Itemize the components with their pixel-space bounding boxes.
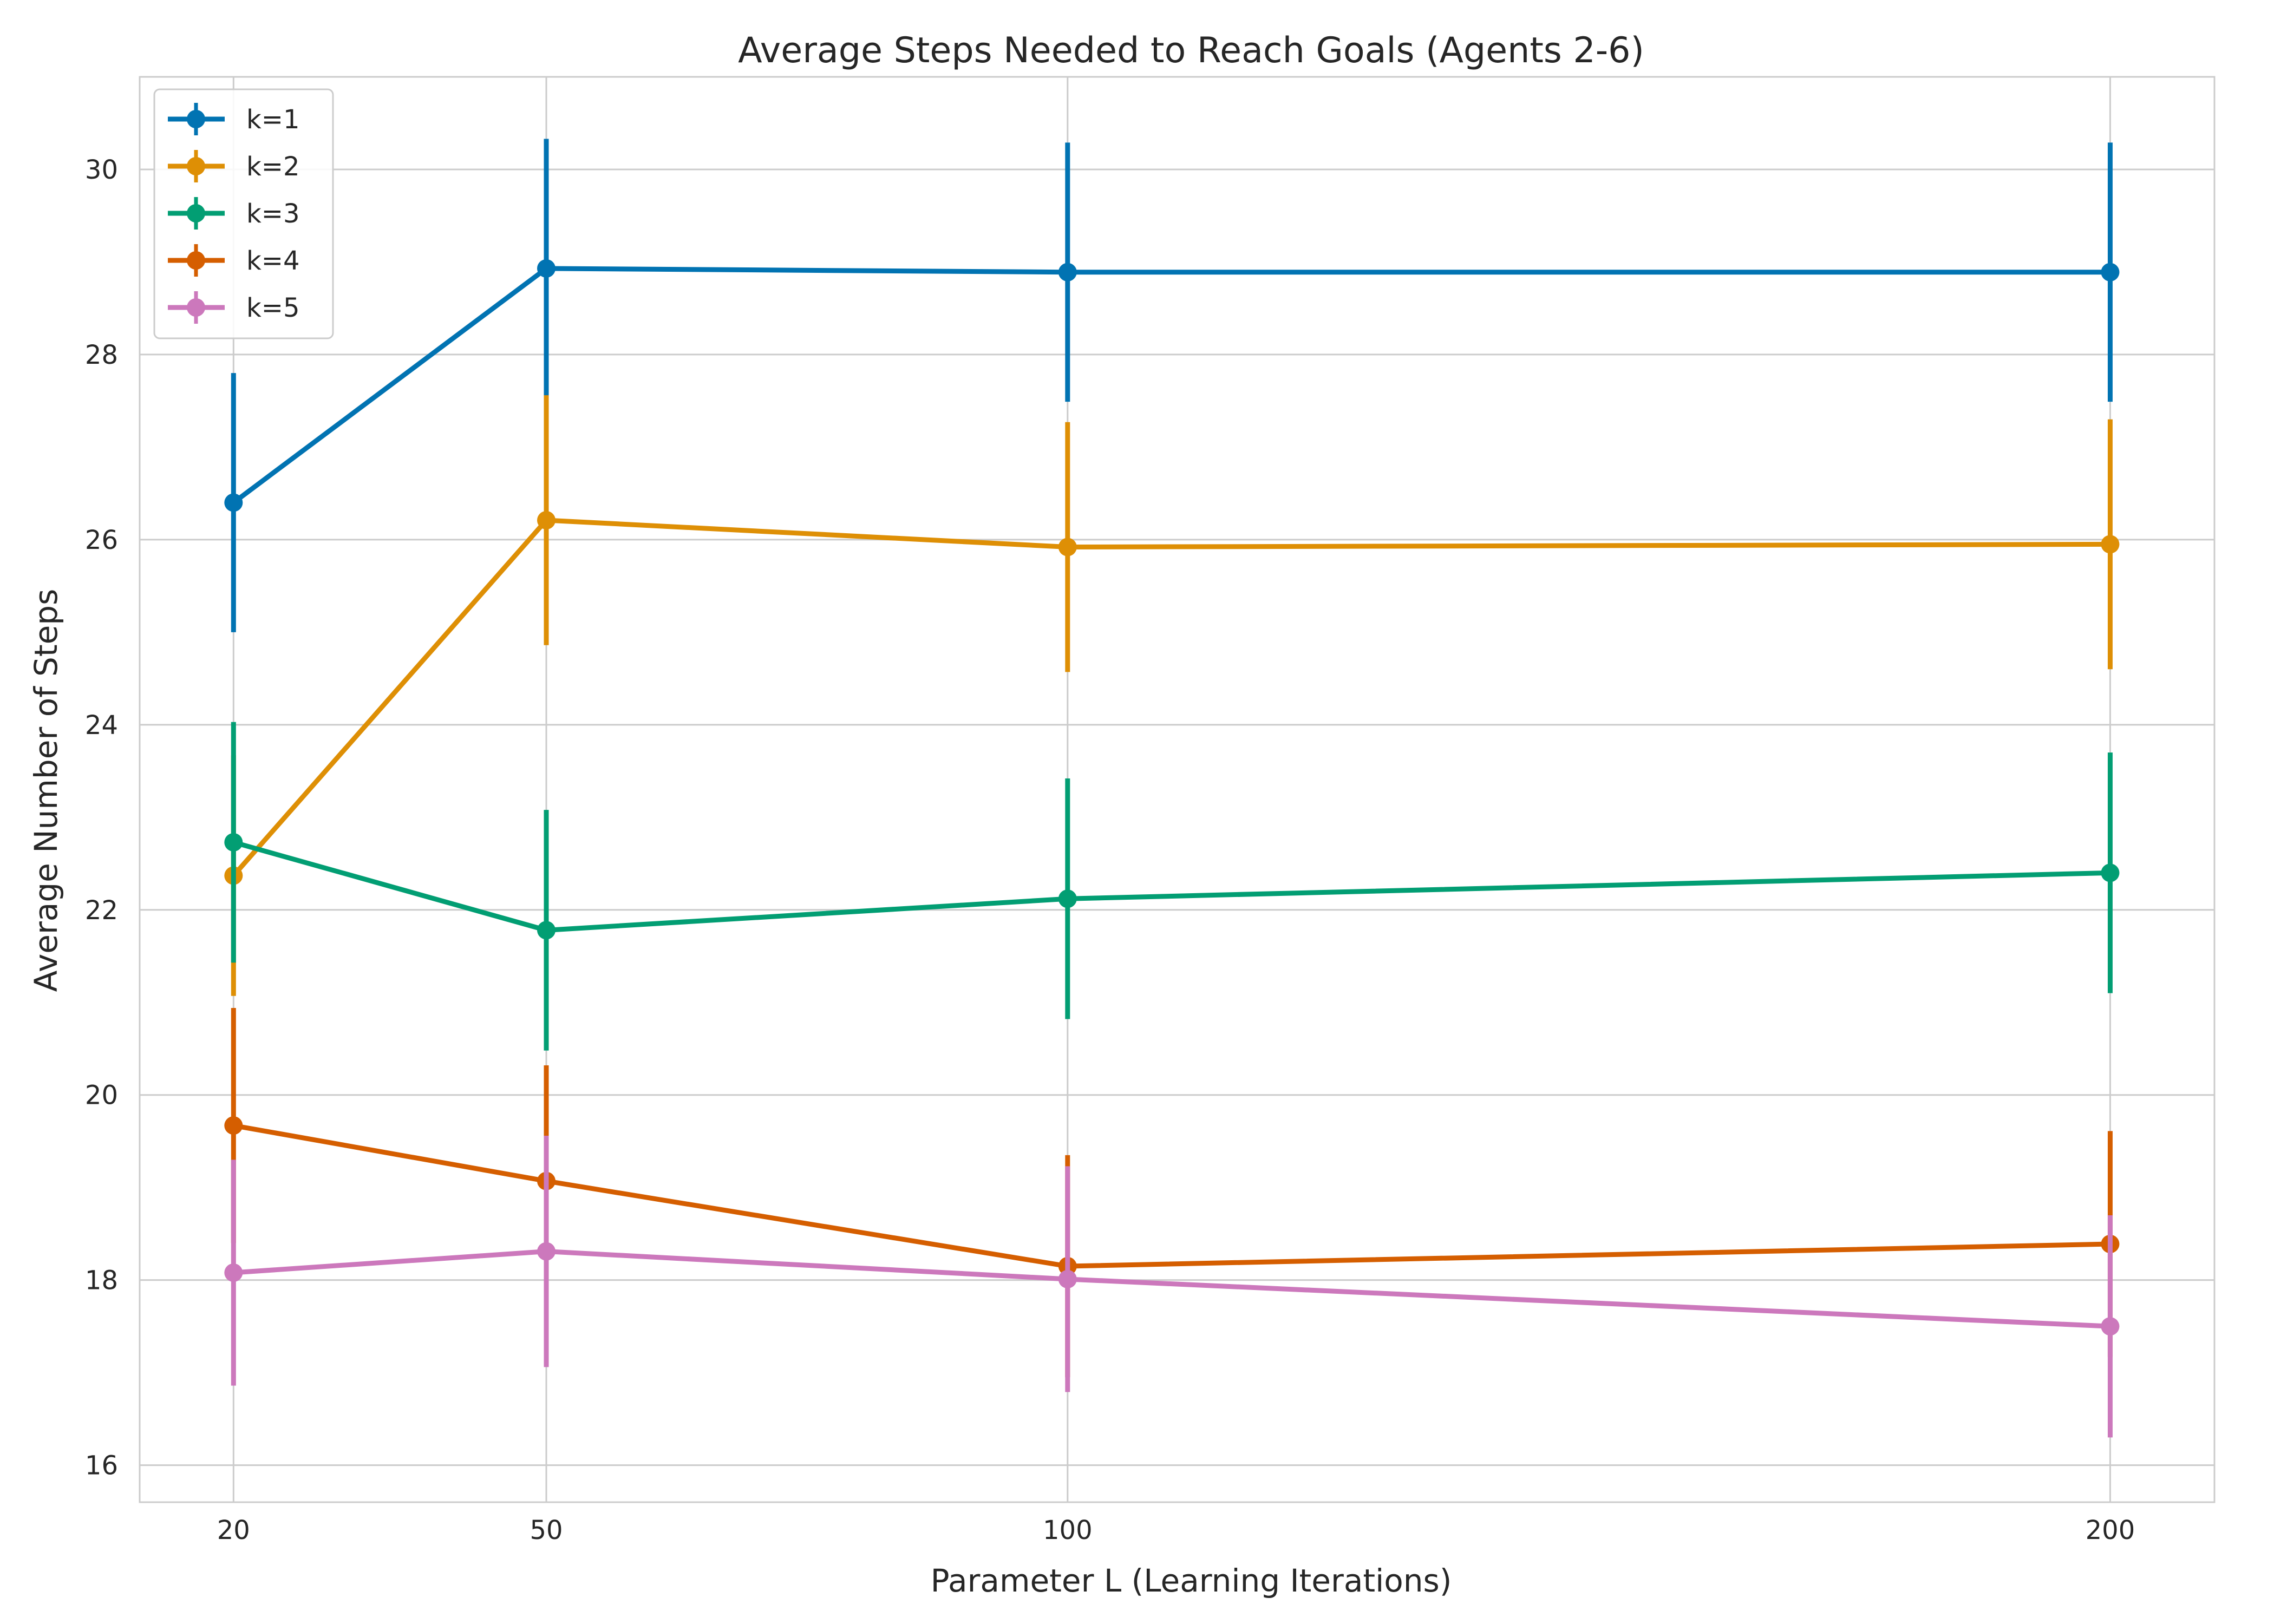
legend-marker: [187, 298, 205, 317]
legend-marker: [187, 204, 205, 222]
legend-item: k=5: [168, 291, 300, 324]
data-point: [224, 833, 243, 852]
series-line: [231, 840, 2113, 933]
data-point: [1058, 538, 1077, 556]
x-tick-label: 100: [1043, 1515, 1093, 1546]
data-point: [224, 493, 243, 512]
series-line: [231, 518, 2113, 879]
y-tick-label: 24: [85, 710, 118, 741]
y-tick-label: 16: [85, 1451, 118, 1481]
series-k=1: [224, 139, 2120, 632]
y-axis-title: Average Number of Steps: [28, 589, 64, 992]
data-point: [2101, 1317, 2120, 1336]
series-k=5: [224, 1135, 2120, 1438]
y-tick-label: 20: [85, 1081, 118, 1111]
data-point: [2101, 535, 2120, 554]
data-point: [537, 259, 556, 278]
data-point: [1058, 263, 1077, 281]
legend-box: [153, 88, 334, 339]
data-point: [537, 921, 556, 940]
data-point: [224, 1116, 243, 1135]
y-tick-label: 18: [85, 1266, 118, 1296]
tick-labels: 20 50 100 200 16 18 20 22 24 26 28 30: [85, 155, 2135, 1546]
series-line: [231, 1249, 2113, 1329]
x-tick-label: 200: [2086, 1515, 2135, 1546]
y-tick-label: 26: [85, 525, 118, 555]
data-point: [224, 1263, 243, 1282]
legend-label: k=2: [246, 152, 300, 182]
y-tick-label: 28: [85, 340, 118, 370]
plot-area: [139, 76, 2216, 1503]
chart-title: Average Steps Needed to Reach Goals (Age…: [738, 30, 1644, 71]
data-point: [2101, 863, 2120, 882]
x-tick-label: 50: [530, 1515, 563, 1546]
legend-marker: [187, 157, 205, 175]
legend: k=1 k=2 k=3 k=4 k=5: [153, 88, 334, 339]
legend-label: k=1: [246, 104, 300, 135]
legend-label: k=3: [246, 199, 300, 229]
legend-item: k=3: [168, 197, 300, 230]
x-axis-title: Parameter L (Learning Iterations): [931, 1562, 1452, 1599]
legend-label: k=4: [246, 246, 300, 276]
data-point: [537, 510, 556, 529]
series-line: [231, 1123, 2113, 1269]
data-point: [1058, 1269, 1077, 1288]
series-k=3: [224, 722, 2120, 1051]
x-tick-label: 20: [217, 1515, 250, 1546]
data-point: [2101, 263, 2120, 281]
y-tick-label: 22: [85, 895, 118, 926]
data-point: [537, 1242, 556, 1261]
legend-label: k=5: [246, 293, 300, 323]
legend-marker: [187, 251, 205, 270]
y-tick-label: 30: [85, 155, 118, 185]
data-point: [1058, 889, 1077, 908]
series-line: [231, 266, 2113, 505]
series-layer: [224, 139, 2120, 1438]
legend-item: k=1: [168, 103, 300, 135]
legend-marker: [187, 110, 205, 128]
legend-item: k=2: [168, 150, 300, 182]
legend-item: k=4: [168, 244, 300, 277]
